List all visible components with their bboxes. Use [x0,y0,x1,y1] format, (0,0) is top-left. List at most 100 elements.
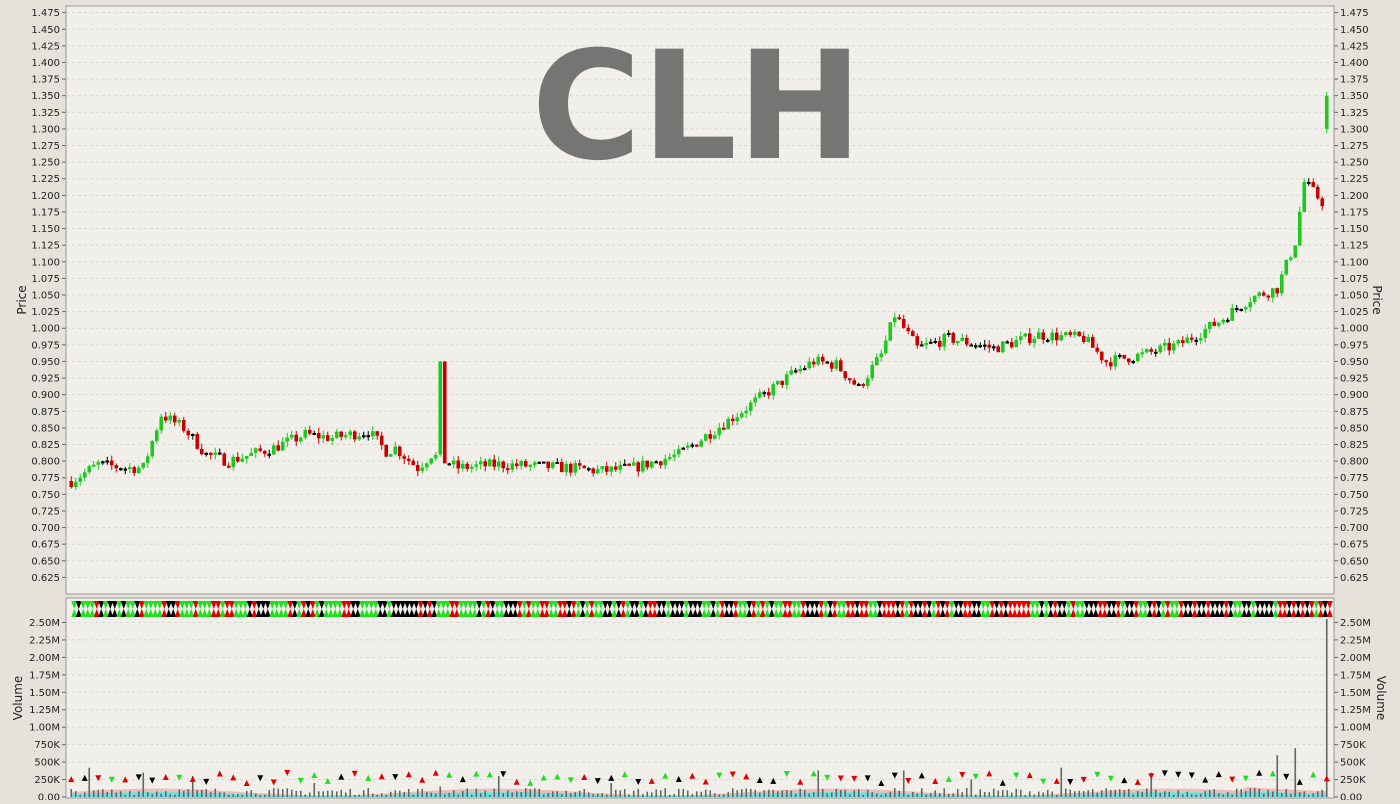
volume-top-hourglass-marker [606,601,613,617]
candle-body [591,468,596,474]
volume-tick-label: 2.50M [1340,618,1371,629]
volume-bar [1213,789,1216,797]
volume-bar [304,794,307,797]
volume-bar [1006,790,1009,797]
volume-bar [488,794,491,797]
volume-top-hourglass-marker [903,601,910,617]
volume-top-hourglass-marker [566,601,573,617]
volume-top-hourglass-marker [129,601,136,617]
volume-bar [907,794,910,797]
volume-top-hourglass-marker [831,601,838,617]
volume-top-hourglass-marker [611,601,618,617]
volume-bar [209,792,212,797]
candle-body [199,448,204,455]
candle-body [789,370,794,375]
candle-body [141,462,146,468]
candle-body [280,441,285,451]
candle-body [271,445,276,455]
candle-body [744,410,749,414]
chart-title: CLH [531,20,862,194]
volume-top-hourglass-marker [791,601,798,617]
price-tick-label: 0.700 [31,523,60,534]
candle-body [609,466,614,472]
volume-bar [1231,794,1234,797]
volume-bar [632,790,635,797]
candle-body [1045,339,1050,342]
candle-body [897,317,902,320]
volume-top-hourglass-marker [989,601,996,617]
volume-top-hourglass-marker [183,601,190,617]
volume-top-hourglass-marker [359,601,366,617]
candle-body [964,337,969,345]
volume-bar [799,788,802,797]
volume-top-hourglass-marker [170,601,177,617]
candle-body [145,456,150,463]
volume-bar [1294,748,1297,797]
volume-bar [1208,790,1211,797]
price-tick-label: 1.175 [1340,207,1369,218]
volume-bar [961,792,964,797]
candle-body [559,461,564,473]
volume-bar [74,791,77,797]
volume-top-hourglass-marker [93,601,100,617]
volume-top-hourglass-marker [1326,601,1333,617]
price-tick-label: 1.425 [1340,41,1369,52]
candle-body [334,431,339,438]
candle-body [1158,345,1163,353]
volume-top-hourglass-marker [399,601,406,617]
candle-body [618,464,623,470]
volume-triangle-marker [365,774,372,781]
volume-bar [578,790,581,797]
candle-body [946,332,951,335]
volume-top-hourglass-marker [255,601,262,617]
volume-bar [506,790,509,797]
volume-tick-label: 1.00M [1340,723,1371,734]
volume-top-hourglass-marker [71,601,78,617]
volume-bar [344,792,347,797]
volume-bar [866,789,869,797]
volume-triangle-marker [756,776,763,783]
volume-bar [277,788,280,797]
volume-bar [1168,791,1171,797]
volume-triangle-marker [824,774,831,781]
volume-triangle-marker [1202,776,1209,783]
volume-bar [691,794,694,797]
volume-tick-label: 500K [1340,758,1366,769]
price-tick-label: 1.100 [1340,257,1369,268]
volume-triangle-marker [540,774,547,781]
candle-body [708,434,713,439]
volume-bar [1271,791,1274,797]
volume-top-hourglass-marker [1281,601,1288,617]
candle-body [510,463,515,470]
volume-bar [1150,772,1153,797]
volume-bar [403,792,406,797]
volume-bar [826,793,829,797]
volume-top-hourglass-marker [1088,601,1095,617]
volume-top-hourglass-marker [327,601,334,617]
volume-top-hourglass-marker [341,601,348,617]
candle-body [204,452,209,455]
volume-bar [1024,794,1027,797]
price-tick-label: 0.675 [1340,540,1369,551]
volume-top-hourglass-marker [242,601,249,617]
volume-triangle-marker [149,777,156,784]
candle-body [150,441,155,457]
volume-top-hourglass-marker [1200,601,1207,617]
volume-bar [389,791,392,797]
candle-body [874,357,879,366]
price-tick-label: 1.225 [31,174,60,185]
volume-triangle-marker [1107,775,1114,782]
candle-body [348,431,353,436]
volume-bar [232,794,235,797]
volume-triangle-marker [216,770,223,777]
volume-top-hourglass-marker [872,601,879,617]
volume-top-hourglass-marker [530,601,537,617]
volume-tick-label: 1.25M [1340,705,1371,716]
volume-top-hourglass-marker [152,601,159,617]
price-tick-label: 0.675 [31,540,60,551]
volume-bar [979,789,982,797]
candle-body [501,461,506,469]
volume-bar [1073,791,1076,797]
volume-bar [214,788,217,797]
volume-top-hourglass-marker [710,601,717,617]
